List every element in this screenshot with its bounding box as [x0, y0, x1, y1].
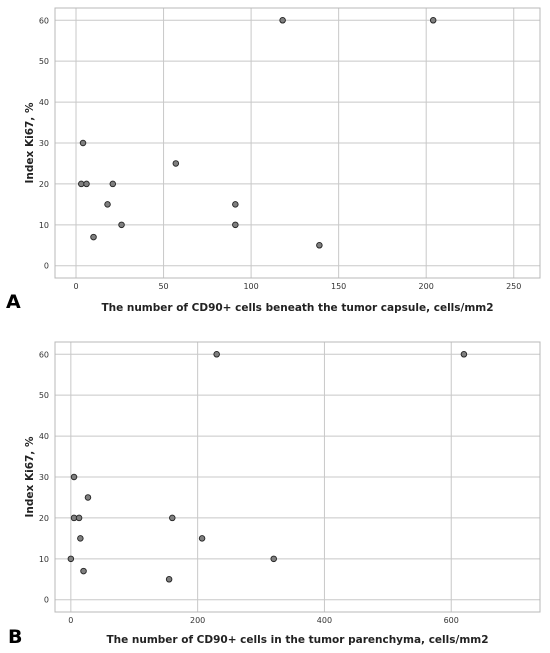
panel-a-data-point — [429, 17, 437, 24]
panel-a-y-tick-label: 40 — [39, 98, 49, 107]
panel-a-data-point — [172, 160, 180, 167]
panel-a-data-point — [279, 17, 286, 24]
panel-a-gridlines — [55, 8, 540, 278]
panel-a-y-tick-label: 10 — [39, 221, 49, 230]
panel-a-data-point — [90, 233, 97, 241]
panel-b-data-points — [67, 351, 468, 583]
panel-b-data-point — [67, 555, 75, 563]
panel-b-y-axis-title: Index Ki67, % — [24, 436, 36, 517]
panel-b-data-point — [70, 473, 78, 481]
panel-a-y-tick-label: 20 — [39, 180, 49, 189]
panel-b-data-point — [165, 576, 173, 583]
panel-b-data-point — [213, 351, 220, 358]
panel-a-x-tick-label: 50 — [158, 282, 168, 291]
panel-a-y-tick-label: 60 — [39, 16, 49, 25]
panel-a-data-point — [232, 201, 239, 208]
panel-b-y-tick-label: 0 — [44, 596, 49, 605]
panel-b-y-tick-label: 50 — [39, 391, 49, 400]
panel-a-x-tick-label: 100 — [243, 282, 258, 291]
panel-a-x-axis-title: The number of CD90+ cells beneath the tu… — [101, 302, 493, 314]
panel-a-data-point — [232, 221, 239, 229]
panel-a-label: A — [6, 291, 21, 313]
panel-b-y-tick-label: 10 — [39, 555, 49, 564]
panel-a-data-point — [104, 201, 111, 208]
panel-a-y-tick-label: 0 — [44, 262, 49, 271]
panel-b-data-point — [270, 555, 277, 563]
panel-b-x-tick-label: 0 — [68, 616, 73, 625]
panel-a-data-point — [83, 180, 90, 188]
panel-b-tick-labels: 0 200 400 600 0 10 20 30 40 50 60 — [39, 350, 459, 625]
panel-a-data-point — [78, 180, 85, 188]
panel-a-data-point — [79, 139, 87, 147]
panel-b-plot-frame — [54, 341, 541, 613]
panel-a-data-point — [316, 242, 323, 249]
panel-a-tick-labels: 0 50 100 150 200 250 0 10 20 30 40 50 60 — [39, 16, 522, 291]
panel-a-x-tick-label: 150 — [331, 282, 346, 291]
panel-a-x-tick-label: 250 — [506, 282, 521, 291]
panel-b-x-tick-label: 200 — [190, 616, 205, 625]
panel-b-data-point — [169, 514, 176, 522]
panel-a-data-point — [109, 180, 117, 188]
panel-a-scatter-plot: 0 50 100 150 200 250 0 10 20 30 40 50 60 The number … — [6, 7, 541, 314]
panel-b-y-tick-label: 20 — [39, 514, 49, 523]
panel-a-y-axis-title: Index Ki67, % — [24, 102, 36, 183]
panel-b-label: B — [8, 626, 22, 648]
panel-a-y-tick-label: 30 — [39, 139, 49, 148]
panel-b-data-point — [80, 567, 87, 575]
panel-a-x-tick-label: 200 — [419, 282, 434, 291]
panel-b-x-axis-title: The number of CD90+ cells in the tumor p… — [106, 634, 488, 646]
panel-b-gridlines — [55, 342, 540, 612]
panel-a-data-point — [118, 221, 125, 229]
panel-b-data-point — [198, 535, 206, 542]
panel-a-y-tick-label: 50 — [39, 57, 49, 66]
panel-b-data-point — [84, 494, 92, 501]
panel-b-scatter-plot: 0 200 400 600 0 10 20 30 40 50 60 The number of CD… — [8, 341, 541, 648]
panel-b-data-point — [75, 514, 83, 522]
panel-b-x-tick-label: 600 — [444, 616, 459, 625]
panel-a-plot-frame — [54, 7, 541, 279]
panel-b-data-point — [77, 535, 84, 542]
panel-b-data-point — [460, 351, 468, 358]
panel-a-x-tick-label: 0 — [73, 282, 78, 291]
panel-b-y-tick-label: 40 — [39, 432, 49, 441]
panel-a-data-points — [78, 17, 437, 249]
panel-b-y-tick-label: 60 — [39, 350, 49, 359]
panel-b-x-tick-label: 400 — [317, 616, 332, 625]
panel-b-y-tick-label: 30 — [39, 473, 49, 482]
